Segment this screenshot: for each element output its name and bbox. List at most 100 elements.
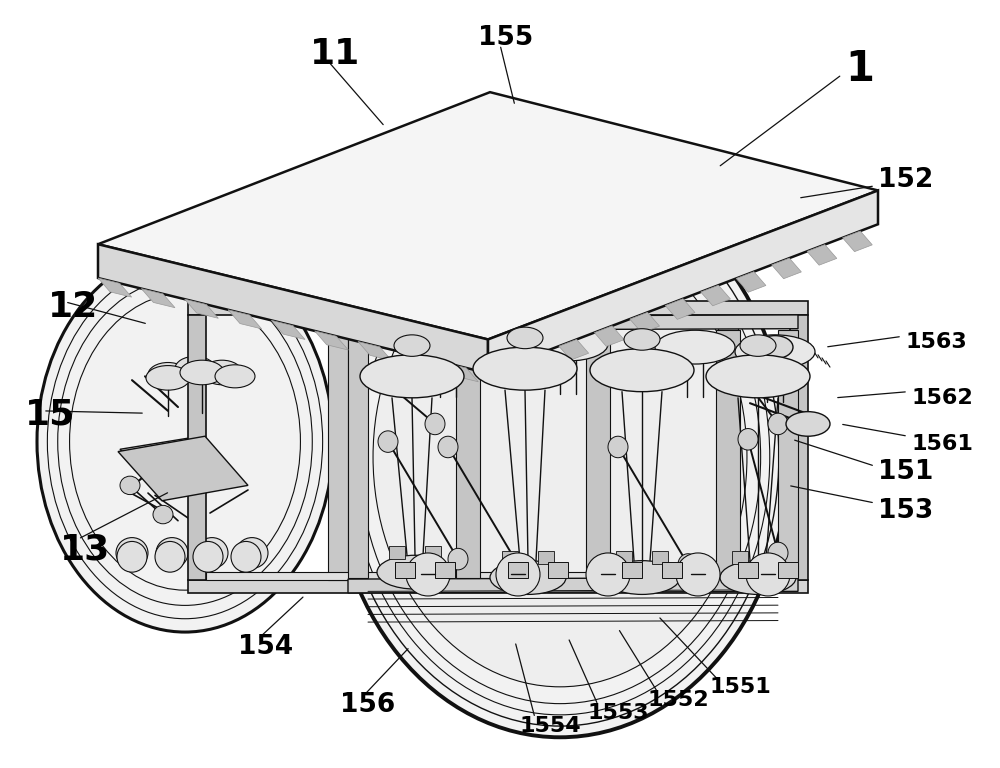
Polygon shape	[548, 562, 568, 578]
Ellipse shape	[408, 330, 488, 364]
Polygon shape	[228, 310, 262, 329]
Ellipse shape	[332, 177, 788, 737]
Ellipse shape	[528, 327, 608, 361]
Polygon shape	[395, 562, 415, 578]
Ellipse shape	[37, 251, 333, 632]
Polygon shape	[98, 244, 488, 373]
Polygon shape	[716, 330, 740, 578]
Polygon shape	[665, 299, 695, 319]
Text: 1563: 1563	[905, 332, 967, 352]
Polygon shape	[358, 342, 392, 361]
Polygon shape	[488, 366, 518, 387]
Text: 11: 11	[310, 37, 360, 71]
Ellipse shape	[406, 553, 450, 596]
Ellipse shape	[120, 476, 140, 495]
Text: 155: 155	[478, 25, 533, 51]
Ellipse shape	[738, 429, 758, 450]
Ellipse shape	[394, 335, 430, 356]
Ellipse shape	[146, 366, 190, 390]
Ellipse shape	[155, 541, 185, 572]
Ellipse shape	[768, 413, 788, 435]
Polygon shape	[502, 551, 518, 564]
Ellipse shape	[655, 330, 735, 364]
Ellipse shape	[153, 505, 173, 524]
Ellipse shape	[757, 336, 793, 359]
Ellipse shape	[117, 541, 147, 572]
Ellipse shape	[378, 431, 398, 452]
Polygon shape	[738, 562, 758, 578]
Ellipse shape	[738, 373, 758, 395]
Ellipse shape	[236, 538, 268, 568]
Text: 151: 151	[878, 459, 933, 485]
Text: 1: 1	[845, 48, 874, 90]
Polygon shape	[630, 313, 660, 333]
Polygon shape	[662, 562, 682, 578]
Polygon shape	[185, 300, 218, 318]
Ellipse shape	[604, 561, 680, 594]
Ellipse shape	[448, 548, 468, 570]
Ellipse shape	[507, 327, 543, 349]
Ellipse shape	[425, 413, 445, 435]
Ellipse shape	[490, 561, 566, 594]
Polygon shape	[768, 551, 784, 564]
Ellipse shape	[378, 373, 398, 395]
Ellipse shape	[678, 554, 698, 575]
Polygon shape	[807, 244, 837, 265]
Ellipse shape	[508, 554, 528, 575]
Polygon shape	[188, 580, 808, 593]
Polygon shape	[594, 326, 624, 346]
Polygon shape	[328, 315, 348, 580]
Ellipse shape	[193, 541, 223, 572]
Polygon shape	[718, 315, 738, 580]
Text: 1553: 1553	[588, 703, 650, 723]
Polygon shape	[120, 436, 242, 495]
Ellipse shape	[706, 355, 810, 398]
Polygon shape	[141, 289, 175, 308]
Polygon shape	[348, 315, 798, 330]
Text: 1552: 1552	[648, 690, 710, 710]
Polygon shape	[425, 546, 441, 559]
Polygon shape	[188, 301, 808, 315]
Polygon shape	[98, 92, 878, 339]
Ellipse shape	[438, 436, 458, 458]
Ellipse shape	[202, 360, 242, 385]
Ellipse shape	[377, 555, 453, 589]
Ellipse shape	[116, 538, 148, 568]
Polygon shape	[586, 330, 610, 578]
Ellipse shape	[473, 347, 577, 390]
Ellipse shape	[175, 356, 215, 381]
Polygon shape	[652, 551, 668, 564]
Text: 12: 12	[48, 290, 98, 324]
Polygon shape	[315, 331, 348, 350]
Text: 1562: 1562	[912, 388, 974, 408]
Ellipse shape	[215, 365, 255, 388]
Polygon shape	[616, 551, 632, 564]
Polygon shape	[206, 572, 790, 580]
Polygon shape	[435, 562, 455, 578]
Polygon shape	[445, 362, 478, 382]
Text: 1551: 1551	[710, 677, 772, 697]
Ellipse shape	[373, 227, 747, 687]
Ellipse shape	[196, 538, 228, 568]
Polygon shape	[488, 190, 878, 373]
Ellipse shape	[720, 561, 796, 594]
Text: 15: 15	[25, 398, 75, 432]
Polygon shape	[271, 320, 305, 339]
Polygon shape	[389, 546, 405, 559]
Text: 152: 152	[878, 167, 933, 194]
Ellipse shape	[740, 335, 776, 356]
Ellipse shape	[735, 335, 815, 369]
Polygon shape	[772, 258, 801, 279]
Polygon shape	[790, 315, 808, 580]
Ellipse shape	[746, 553, 790, 596]
Polygon shape	[732, 551, 748, 564]
Polygon shape	[622, 562, 642, 578]
Polygon shape	[118, 436, 248, 501]
Ellipse shape	[676, 553, 720, 596]
Polygon shape	[348, 330, 368, 578]
Polygon shape	[456, 330, 480, 578]
Text: 13: 13	[60, 532, 110, 566]
Polygon shape	[508, 562, 528, 578]
Polygon shape	[348, 578, 798, 593]
Polygon shape	[588, 315, 608, 580]
